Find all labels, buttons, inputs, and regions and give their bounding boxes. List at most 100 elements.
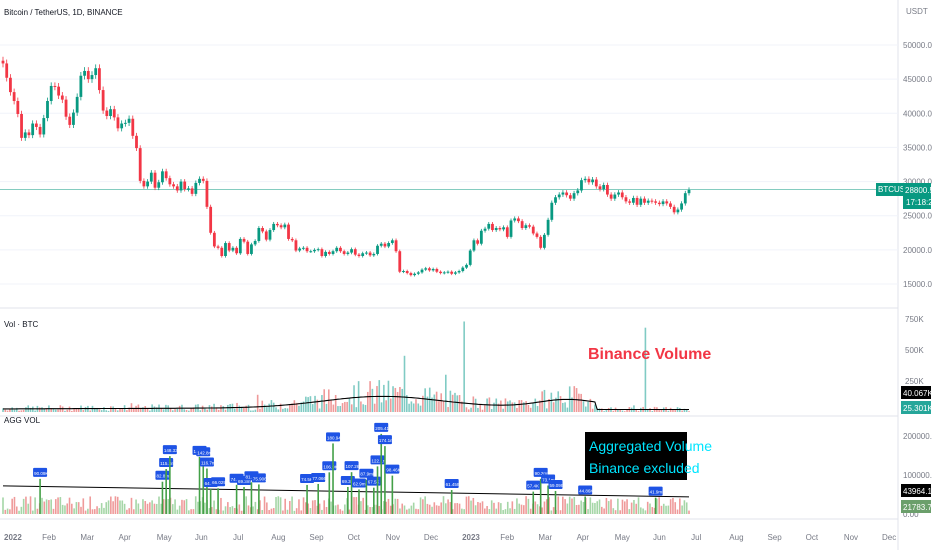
candle-body (383, 243, 387, 247)
candle-body (683, 193, 687, 204)
agg-volume-bar (135, 499, 137, 514)
agg-volume-bar (362, 497, 365, 514)
volume-bar (288, 404, 291, 412)
volume-bar (465, 407, 468, 412)
candle-body (635, 197, 639, 205)
volume-bar (227, 404, 229, 412)
candle-body (57, 86, 61, 96)
volume-bar (309, 396, 312, 412)
candle-body (517, 218, 520, 222)
spike-tag-label: 205.412K (375, 426, 394, 431)
candle-body (227, 243, 231, 251)
candle-body (209, 206, 213, 233)
price-pane[interactable] (0, 56, 898, 277)
agg-volume-bar (149, 502, 151, 514)
volume-bar (518, 400, 521, 412)
volume-bar (552, 402, 555, 412)
candle-body (372, 253, 376, 256)
volume-bar (295, 402, 298, 412)
candle-body (461, 267, 465, 272)
volume-bar (149, 410, 151, 412)
agg-volume-bar (383, 501, 385, 514)
candle-body (376, 245, 379, 254)
candle-body (453, 272, 457, 274)
agg-volume-bar (550, 510, 553, 514)
volume-bar (9, 408, 11, 412)
volume-bar (376, 386, 378, 412)
agg-volume-bar (529, 508, 532, 514)
aggregated-volume-pane[interactable]: 90.09K82.8mK115.3mK148.333K146.5mK142.8m… (2, 422, 690, 514)
candle-body (135, 135, 138, 149)
candle-body (409, 273, 413, 276)
agg-volume-bar (399, 508, 401, 514)
price-tick: 45000.00 (903, 75, 932, 84)
agg-volume-bar (385, 501, 387, 514)
spike-tag: 62.9mK (351, 478, 368, 488)
volume-bar (410, 401, 413, 412)
volume-bar (192, 407, 195, 412)
spike-tag-bg (251, 473, 266, 483)
spike-tag: 59.099K (548, 479, 566, 489)
agg-volume-bar (619, 510, 621, 514)
volume-bar (435, 391, 438, 412)
volume-bar (52, 408, 55, 412)
volume-bar (245, 405, 247, 412)
candle-body (487, 223, 491, 229)
agg-volume-bar (110, 496, 112, 514)
volume-bar (470, 407, 472, 412)
agg-annotation-line2: Binance excluded (589, 460, 700, 476)
spike-tag: 180.946K (326, 432, 346, 442)
volume-bar (263, 404, 266, 412)
agg-last-tag: 21783.73 (903, 503, 932, 512)
candle-body (591, 179, 594, 183)
volume-bar (201, 405, 204, 412)
symbol-title: Bitcoin / TetherUS, 1D, BINANCE (4, 8, 123, 17)
volume-bar (116, 410, 119, 412)
currency-label: USDT (906, 7, 928, 16)
time-tick: Dec (424, 533, 438, 542)
agg-volume-bar (541, 507, 543, 514)
agg-volume-bar (43, 501, 46, 514)
volume-bar (371, 388, 374, 412)
spike-tag-label: 41.9mK (650, 490, 666, 495)
volume-bar (128, 407, 130, 412)
volume-bar (126, 410, 128, 412)
volume-bar (461, 401, 463, 412)
volume-bar (626, 409, 628, 412)
agg-volume-bar (277, 496, 280, 514)
agg-volume-bar (54, 499, 57, 514)
spike-tag-label: 90.2mK (535, 471, 551, 476)
candle-body (542, 234, 546, 248)
agg-volume-bar (309, 508, 312, 514)
agg-volume-bar (495, 508, 498, 514)
agg-volume-bar (617, 498, 619, 514)
agg-volume-bar (87, 508, 89, 514)
time-axis[interactable]: 2022 Feb Mar Apr May Jun Jul Aug Sep Oct Nov Dec 202… (4, 533, 896, 542)
agg-volume-bar (506, 501, 509, 514)
agg-volume-bar (25, 496, 27, 514)
spike-tag-label: 90.09K (34, 471, 48, 476)
spike-tag: 98.46K (385, 464, 401, 474)
volume-bar (601, 408, 603, 412)
volume-bar (685, 409, 688, 412)
volume-bar (171, 410, 174, 412)
spike-tag: 107.262K (344, 461, 365, 471)
volume-bar (34, 410, 36, 412)
volume-bar (38, 407, 41, 412)
time-tick: Sep (309, 533, 324, 542)
volume-bar (314, 395, 316, 412)
agg-volume-bar (405, 509, 408, 514)
volume-bar (82, 410, 85, 412)
candle-body (413, 273, 416, 276)
volume-pane-title: Vol · BTC (4, 320, 38, 329)
spike-tag: 106.9K (322, 461, 338, 471)
binance-volume-pane[interactable] (2, 321, 690, 412)
candle-body (494, 228, 498, 231)
volume-bar (215, 408, 218, 412)
volume-bar (114, 408, 117, 412)
agg-volume-bar (653, 507, 656, 514)
price-axis[interactable]: 50000.00 45000.00 40000.00 35000.00 30000.00… (903, 41, 932, 519)
volume-bar (497, 403, 500, 412)
agg-volume-bar (603, 508, 605, 514)
